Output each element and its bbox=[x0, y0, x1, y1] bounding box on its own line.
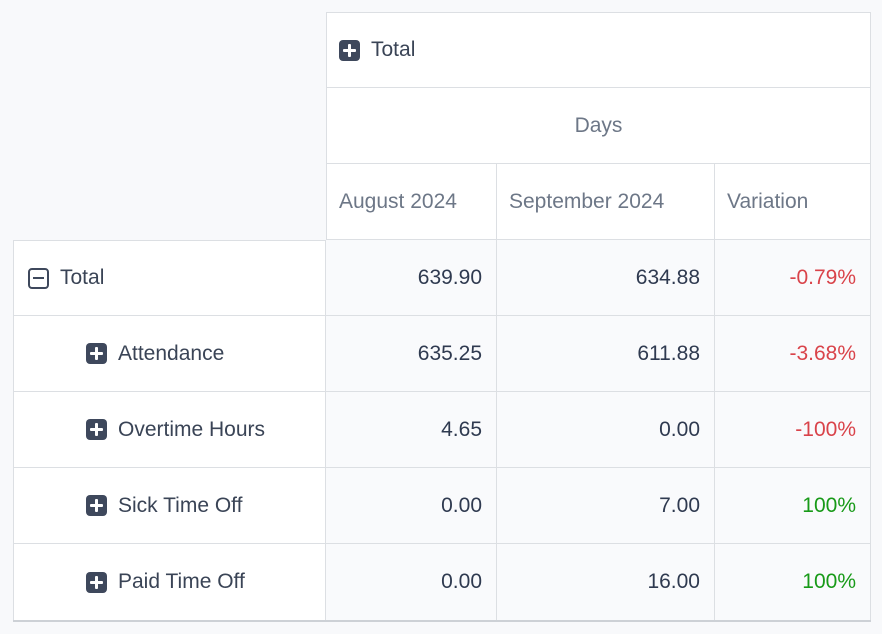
measure-header-label: Days bbox=[574, 113, 623, 137]
value-cell: 611.88 bbox=[497, 316, 715, 392]
column-group-header-label: Total bbox=[371, 38, 416, 61]
measure-header: Days bbox=[326, 88, 871, 164]
expand-icon[interactable] bbox=[86, 343, 107, 364]
value-cell: 0.00 bbox=[326, 468, 497, 544]
column-header-label: Variation bbox=[727, 189, 809, 213]
variation-cell: -3.68% bbox=[715, 316, 871, 392]
column-group-header-total[interactable]: Total bbox=[326, 12, 871, 88]
variation-cell: 100% bbox=[715, 468, 871, 544]
expand-icon[interactable] bbox=[339, 39, 360, 61]
value-cell: 4.65 bbox=[326, 392, 497, 468]
row-header-label: Paid Time Off bbox=[118, 570, 245, 593]
value-cell: 7.00 bbox=[497, 468, 715, 544]
column-header-label: August 2024 bbox=[339, 189, 457, 213]
column-header-label: September 2024 bbox=[509, 189, 665, 213]
row-header-label: Overtime Hours bbox=[118, 417, 266, 441]
row-header-label: Total bbox=[60, 266, 105, 289]
row-header-paid-time-off[interactable]: Paid Time Off bbox=[13, 544, 326, 620]
value-cell: 0.00 bbox=[497, 392, 715, 468]
value-cell: 639.90 bbox=[326, 240, 497, 316]
collapse-icon[interactable] bbox=[28, 267, 49, 289]
row-header-overtime-hours[interactable]: Overtime Hours bbox=[13, 392, 326, 468]
row-header-sick-time-off[interactable]: Sick Time Off bbox=[13, 468, 326, 544]
row-header-label: Sick Time Off bbox=[118, 493, 243, 517]
variation-cell: 100% bbox=[715, 544, 871, 620]
column-header-september-2024[interactable]: September 2024 bbox=[497, 164, 715, 240]
expand-icon[interactable] bbox=[86, 571, 107, 593]
pivot-table: Total Days August 2024 September 2024 Va… bbox=[13, 12, 871, 622]
expand-icon[interactable] bbox=[86, 495, 107, 516]
column-header-variation[interactable]: Variation bbox=[715, 164, 871, 240]
variation-cell: -0.79% bbox=[715, 240, 871, 316]
variation-cell: -100% bbox=[715, 392, 871, 468]
column-header-august-2024[interactable]: August 2024 bbox=[326, 164, 497, 240]
pivot-corner-spacer bbox=[13, 12, 326, 240]
value-cell: 0.00 bbox=[326, 544, 497, 620]
value-cell: 16.00 bbox=[497, 544, 715, 620]
value-cell: 635.25 bbox=[326, 316, 497, 392]
row-header-attendance[interactable]: Attendance bbox=[13, 316, 326, 392]
value-cell: 634.88 bbox=[497, 240, 715, 316]
row-header-label: Attendance bbox=[118, 341, 225, 365]
expand-icon[interactable] bbox=[86, 419, 107, 440]
row-header-total[interactable]: Total bbox=[13, 240, 326, 316]
